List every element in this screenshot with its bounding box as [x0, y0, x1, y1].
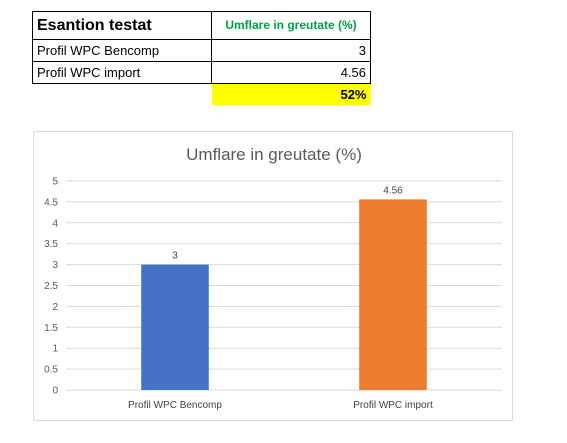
- data-table: Esantion testat Umflare in greutate (%) …: [32, 11, 371, 105]
- data-labels: 34.56: [172, 185, 403, 261]
- y-tick-label: 3.5: [44, 239, 58, 250]
- grid-lines: [66, 180, 502, 391]
- y-tick-label: 5: [52, 177, 58, 188]
- y-axis-ticks: 0 0.5 1 1.5 2 2.5 3 3.5 4 4.5 5: [44, 177, 58, 397]
- row-value-cell[interactable]: 4.56: [211, 61, 371, 84]
- y-tick-label: 0.5: [44, 365, 58, 376]
- y-tick-label: 1: [52, 344, 58, 355]
- y-tick-label: 2: [52, 302, 58, 313]
- bar: [141, 264, 209, 390]
- x-category-label: Profil WPC Bencomp: [128, 400, 222, 411]
- row-label-cell[interactable]: Profil WPC Bencomp: [32, 39, 212, 62]
- y-tick-label: 3: [52, 260, 58, 271]
- table-row: Profil WPC Bencomp 3: [32, 39, 371, 62]
- header-sample-cell[interactable]: Esantion testat: [32, 11, 212, 40]
- chart-area[interactable]: Umflare in greutate (%) 0 0.5 1 1.5 2 2.5 3 3.5…: [33, 131, 513, 421]
- bars: [141, 199, 427, 390]
- data-label: 3: [172, 251, 178, 262]
- row-value-cell[interactable]: 3: [211, 39, 371, 62]
- y-tick-label: 4: [52, 218, 58, 229]
- y-tick-label: 0: [52, 386, 58, 397]
- empty-cell[interactable]: [33, 84, 212, 106]
- y-tick-label: 1.5: [44, 323, 58, 334]
- bar-chart: Umflare in greutate (%) 0 0.5 1 1.5 2 2.5 3 3.5…: [44, 145, 502, 411]
- table-header-row: Esantion testat Umflare in greutate (%): [32, 11, 371, 40]
- chart-title: Umflare in greutate (%): [186, 145, 362, 164]
- x-axis-categories: Profil WPC Bencomp Profil WPC import: [128, 400, 433, 411]
- row-label-cell[interactable]: Profil WPC import: [32, 61, 212, 84]
- table-row: Profil WPC import 4.56: [32, 61, 371, 84]
- x-category-label: Profil WPC import: [353, 400, 433, 411]
- table-row: 52%: [33, 83, 371, 106]
- y-tick-label: 4.5: [44, 197, 58, 208]
- highlight-cell[interactable]: 52%: [211, 83, 371, 105]
- y-tick-label: 2.5: [44, 281, 58, 292]
- data-label: 4.56: [383, 185, 403, 196]
- header-value-cell[interactable]: Umflare in greutate (%): [211, 11, 371, 40]
- bar: [359, 199, 427, 390]
